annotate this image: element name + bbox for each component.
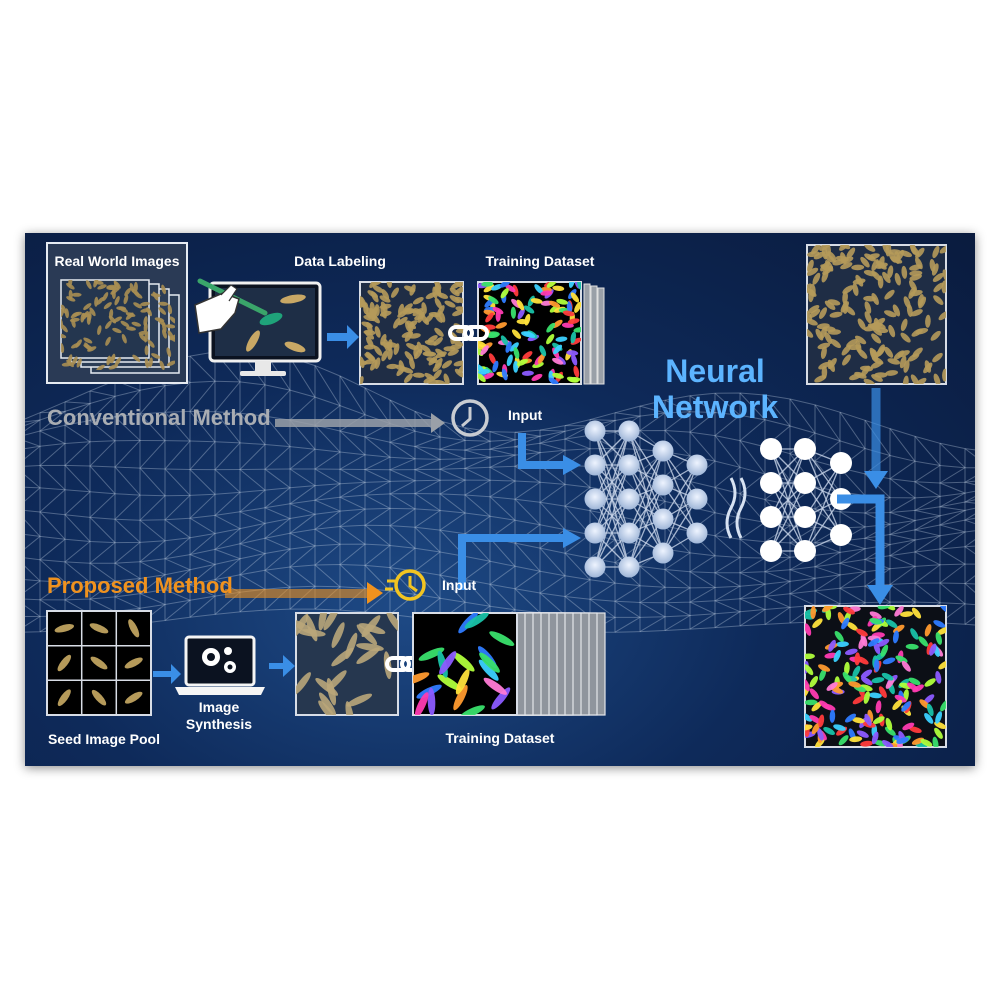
network-break-symbol: [725, 477, 747, 539]
nn-node: [652, 440, 674, 462]
nn-node: [794, 506, 816, 528]
nn-node: [652, 508, 674, 530]
nn-node: [584, 488, 606, 510]
nn-node: [830, 524, 852, 546]
nn-node: [794, 540, 816, 562]
nn-node: [618, 556, 640, 578]
nn-node: [584, 420, 606, 442]
nn-node: [686, 454, 708, 476]
nn-node: [584, 522, 606, 544]
nn-node: [618, 522, 640, 544]
nn-node: [652, 474, 674, 496]
diagram-panel: Real World Images Data Labeling Training…: [25, 233, 975, 766]
nn-node: [584, 556, 606, 578]
data-labeling-label: Data Labeling: [294, 253, 386, 269]
nn-node: [830, 452, 852, 474]
nn-node: [760, 506, 782, 528]
input-bottom-label: Input: [442, 577, 477, 593]
seed-image-pool-label: Seed Image Pool: [47, 731, 161, 747]
training-dataset-bottom-label: Training Dataset: [445, 730, 555, 746]
hand-pen-icon: [194, 278, 268, 334]
clock-icon: [451, 399, 489, 437]
label-image-bottom: [412, 612, 518, 716]
neural-network-title: Neural Network: [651, 353, 779, 425]
conventional-method-label: Conventional Method: [47, 405, 271, 430]
output-input-image: [806, 244, 947, 385]
nn-node: [760, 540, 782, 562]
nn-node: [760, 438, 782, 460]
real-world-images-box: [46, 242, 188, 384]
nn-node: [618, 454, 640, 476]
training-dataset-top-label: Training Dataset: [485, 253, 595, 269]
output-segmentation-image: [804, 605, 947, 748]
link-icon: [448, 325, 489, 341]
nn-node: [686, 522, 708, 544]
seed-image-pool-grid: [46, 610, 152, 716]
diagram-graphics: [25, 242, 975, 748]
arrow-right: [327, 325, 359, 349]
input-top-label: Input: [508, 407, 543, 423]
training-image-top: [359, 281, 464, 385]
nn-node: [618, 488, 640, 510]
proposed-method-label: Proposed Method: [47, 573, 233, 598]
nn-node: [794, 438, 816, 460]
synthesized-training-image: [295, 612, 399, 716]
image-synthesis-label: Image Synthesis: [185, 699, 253, 732]
nn-node: [686, 488, 708, 510]
gear-icon: [202, 647, 236, 673]
nn-node: [760, 472, 782, 494]
nn-node: [794, 472, 816, 494]
label-mask-stack-top: [477, 281, 605, 385]
laptop-icon: [175, 635, 265, 695]
nn-node: [652, 542, 674, 564]
fast-clock-icon: [385, 569, 426, 601]
nn-node: [584, 454, 606, 476]
real-world-images-label: Real World Images: [54, 253, 180, 269]
nn-node: [618, 420, 640, 442]
